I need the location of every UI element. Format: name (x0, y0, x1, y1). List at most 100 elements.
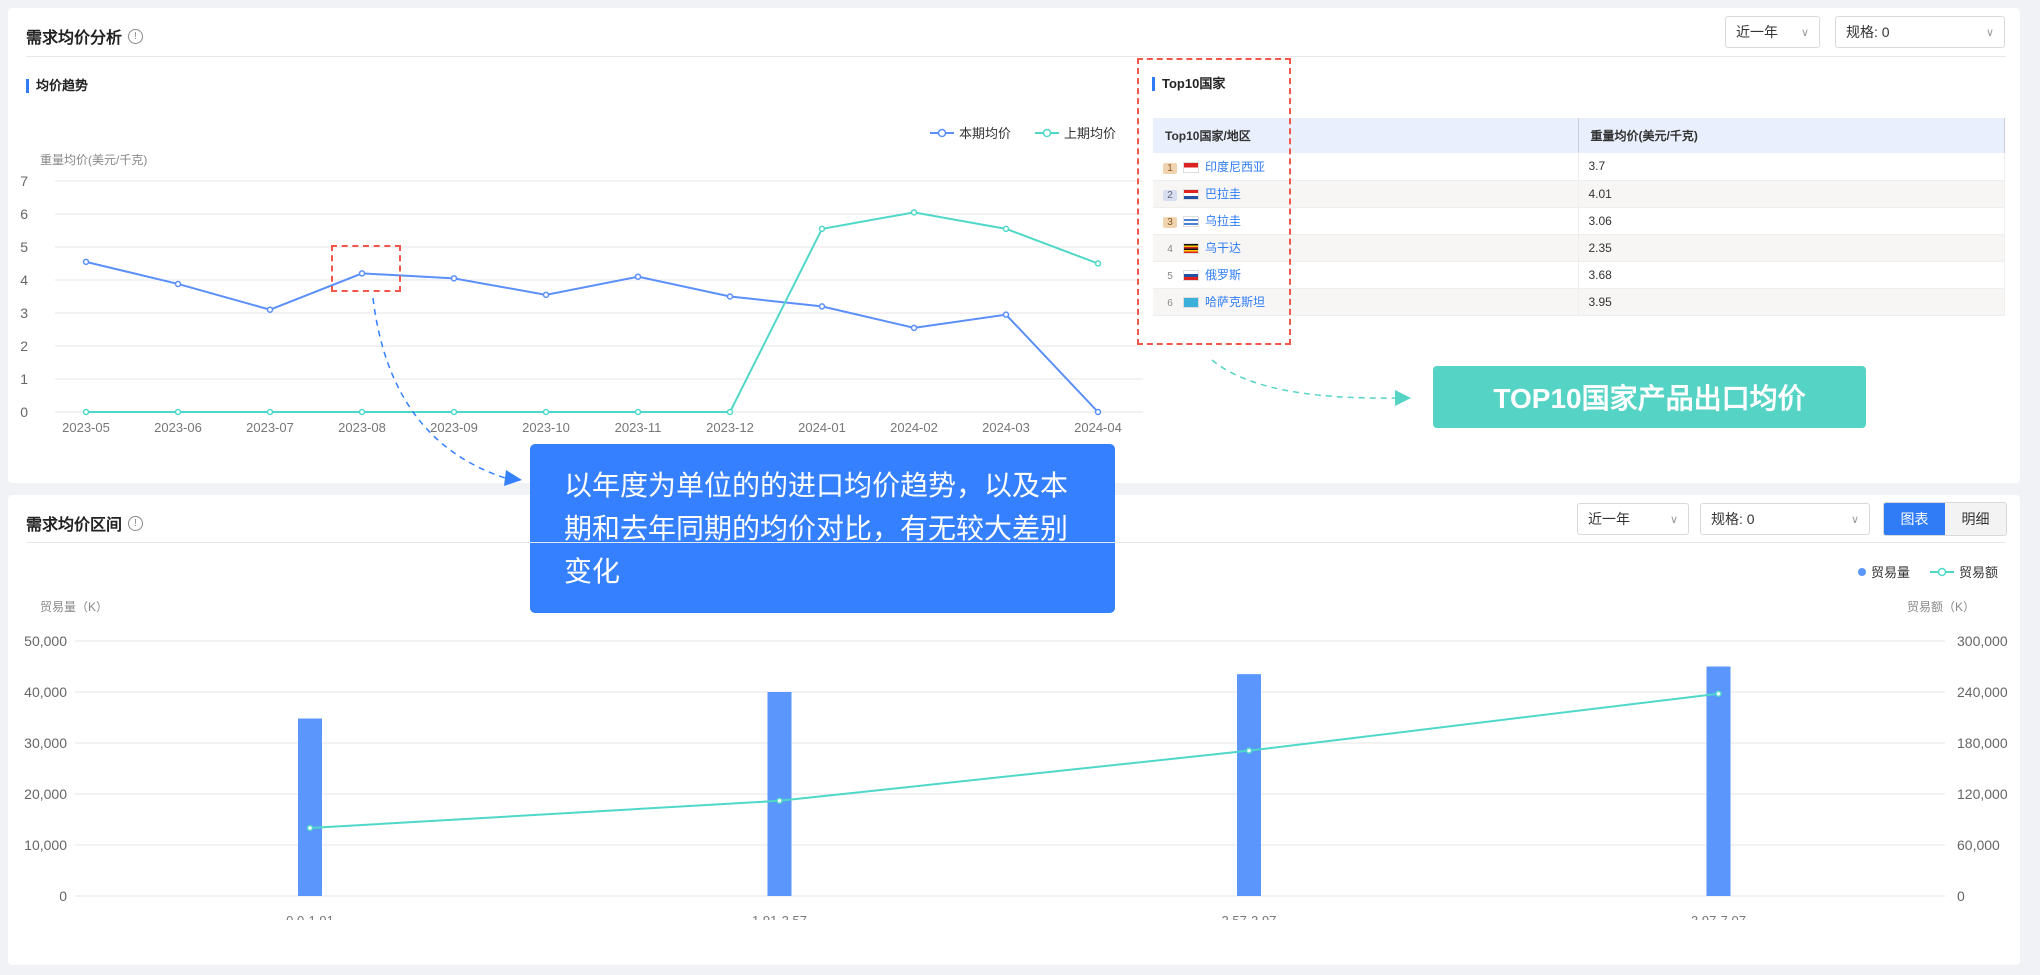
data-point (634, 408, 642, 416)
data-point (450, 408, 458, 416)
data-point (358, 270, 366, 277)
y-tick-label: 6 (20, 206, 28, 222)
flag-icon-russia (1183, 270, 1199, 282)
country-cell: 2 巴拉圭 (1153, 180, 1579, 208)
x-tick-label: 0.0-1.91 (286, 913, 334, 920)
y2-tick-label: 120,000 (1957, 786, 2008, 802)
y2-axis-title: 贸易额（K） (1907, 600, 1975, 614)
price-range-title: 需求均价区间! (26, 511, 144, 535)
table-row: 6 哈萨克斯坦 3.95 (1153, 288, 2005, 316)
trend-arrow-head (504, 470, 522, 486)
table-row: 3 乌拉圭 3.06 (1153, 207, 2005, 235)
view-detail-button[interactable]: 明细 (1945, 503, 2006, 535)
data-point (358, 408, 366, 416)
flag-icon-uganda (1183, 243, 1199, 255)
flag-icon-paraguay (1183, 189, 1199, 201)
period-select[interactable]: 近一年 ∨ (1577, 503, 1689, 535)
price-analysis-title: 需求均价分析! (26, 24, 144, 48)
country-link[interactable]: 俄罗斯 (1205, 268, 1242, 282)
view-toggle: 图表 明细 (1883, 502, 2007, 536)
data-point (910, 209, 918, 216)
x-tick-label: 1.91-2.57 (752, 913, 807, 920)
legend-label: 贸易额 (1959, 565, 1998, 580)
table-row: 5 俄罗斯 3.68 (1153, 261, 2005, 289)
price-cell: 2.35 (1578, 234, 2005, 262)
bar (298, 718, 322, 896)
data-point (450, 275, 458, 282)
x-tick-label: 2023-05 (62, 420, 110, 435)
data-point (1245, 747, 1253, 754)
trend-chart: 重量均价(美元/千克) 0 1 2 3 4 5 6 7 2023-05 2023-06 2023-07… (20, 126, 1143, 435)
y-axis-title: 重量均价(美元/千克) (40, 153, 147, 167)
data-point (542, 291, 550, 299)
top10-table: Top10国家/地区 重量均价(美元/千克) 1 印度尼西亚 3.7 2 巴拉圭 4.01… (1153, 118, 2005, 316)
x-tick-label: 2023-11 (615, 420, 662, 435)
y-tick-label: 1 (20, 371, 28, 387)
price-cell: 3.06 (1578, 207, 2005, 235)
rank-badge: 5 (1167, 271, 1173, 282)
y-tick-label: 40,000 (24, 684, 67, 700)
info-icon[interactable]: ! (128, 28, 144, 44)
x-tick-label: 2024-03 (982, 420, 1030, 435)
legend-marker (937, 128, 947, 138)
y-axis-title: 贸易量（K） (40, 600, 108, 614)
country-cell: 5 俄罗斯 (1153, 261, 1579, 289)
legend-label: 贸易量 (1871, 565, 1910, 580)
top10-highlight-box (1137, 58, 1291, 345)
data-point (174, 280, 182, 288)
data-point (1094, 260, 1102, 267)
period-value: 近一年 (1736, 24, 1778, 40)
y-tick-label: 7 (20, 173, 28, 189)
data-point (818, 303, 826, 310)
spec-value: 规格: 0 (1711, 511, 1755, 527)
data-point (266, 306, 274, 313)
period-select[interactable]: 近一年 ∨ (1725, 16, 1820, 48)
country-link[interactable]: 乌拉圭 (1205, 214, 1242, 228)
view-chart-button[interactable]: 图表 (1884, 503, 1945, 535)
top10-note-text: TOP10国家产品出口均价 (1493, 383, 1806, 414)
legend-label: 本期均价 (959, 126, 1011, 141)
top10-arrow-head (1395, 390, 1411, 406)
legend-label: 上期均价 (1064, 126, 1116, 141)
y-tick-label: 20,000 (24, 786, 67, 802)
trend-subtitle: 均价趋势 (26, 79, 88, 93)
data-point (306, 824, 314, 832)
period-value: 近一年 (1588, 511, 1630, 527)
top10-arrow (1211, 359, 1396, 399)
y-tick-label: 10,000 (24, 837, 67, 853)
spec-select[interactable]: 规格: 0 ∨ (1700, 503, 1870, 535)
y-tick-label: 50,000 (24, 633, 67, 649)
point-highlight-box (331, 245, 401, 292)
chevron-down-icon: ∨ (1800, 26, 1809, 39)
top10-subtitle: Top10国家 (1152, 77, 1225, 91)
data-point (726, 293, 734, 300)
country-link[interactable]: 乌干达 (1205, 241, 1242, 255)
rank-badge: 3 (1163, 217, 1177, 228)
data-point (1002, 225, 1010, 233)
country-link[interactable]: 印度尼西亚 (1205, 159, 1266, 174)
chevron-down-icon: ∨ (1850, 513, 1859, 526)
x-tick-label: 2.57-3.97 (1222, 913, 1277, 920)
data-point (818, 225, 826, 233)
price-cell: 4.01 (1578, 180, 2005, 208)
data-point (726, 408, 734, 416)
trend-note-text: 以年度为单位的的进口均价趋势，以及本期和去年同期的均价对比，有无较大差别变化 (564, 470, 1069, 587)
price-cell: 3.7 (1578, 153, 2005, 181)
divider (26, 542, 2006, 543)
data-point (542, 408, 550, 416)
table-row: 2 巴拉圭 4.01 (1153, 180, 2005, 208)
x-tick-label: 2024-01 (798, 420, 846, 435)
country-link[interactable]: 哈萨克斯坦 (1205, 295, 1266, 309)
flag-icon-uruguay (1183, 216, 1199, 228)
data-point (266, 408, 274, 416)
table-row: 4 乌干达 2.35 (1153, 234, 2005, 262)
country-link[interactable]: 巴拉圭 (1205, 187, 1242, 201)
price-cell: 3.68 (1578, 261, 2005, 289)
data-point (82, 258, 90, 266)
spec-select[interactable]: 规格: 0 ∨ (1835, 16, 2005, 48)
info-icon[interactable]: ! (128, 515, 144, 531)
y-tick-label: 4 (20, 272, 28, 288)
y2-tick-label: 60,000 (1957, 837, 2000, 853)
legend-marker (1858, 568, 1866, 576)
series-line (309, 692, 1719, 829)
